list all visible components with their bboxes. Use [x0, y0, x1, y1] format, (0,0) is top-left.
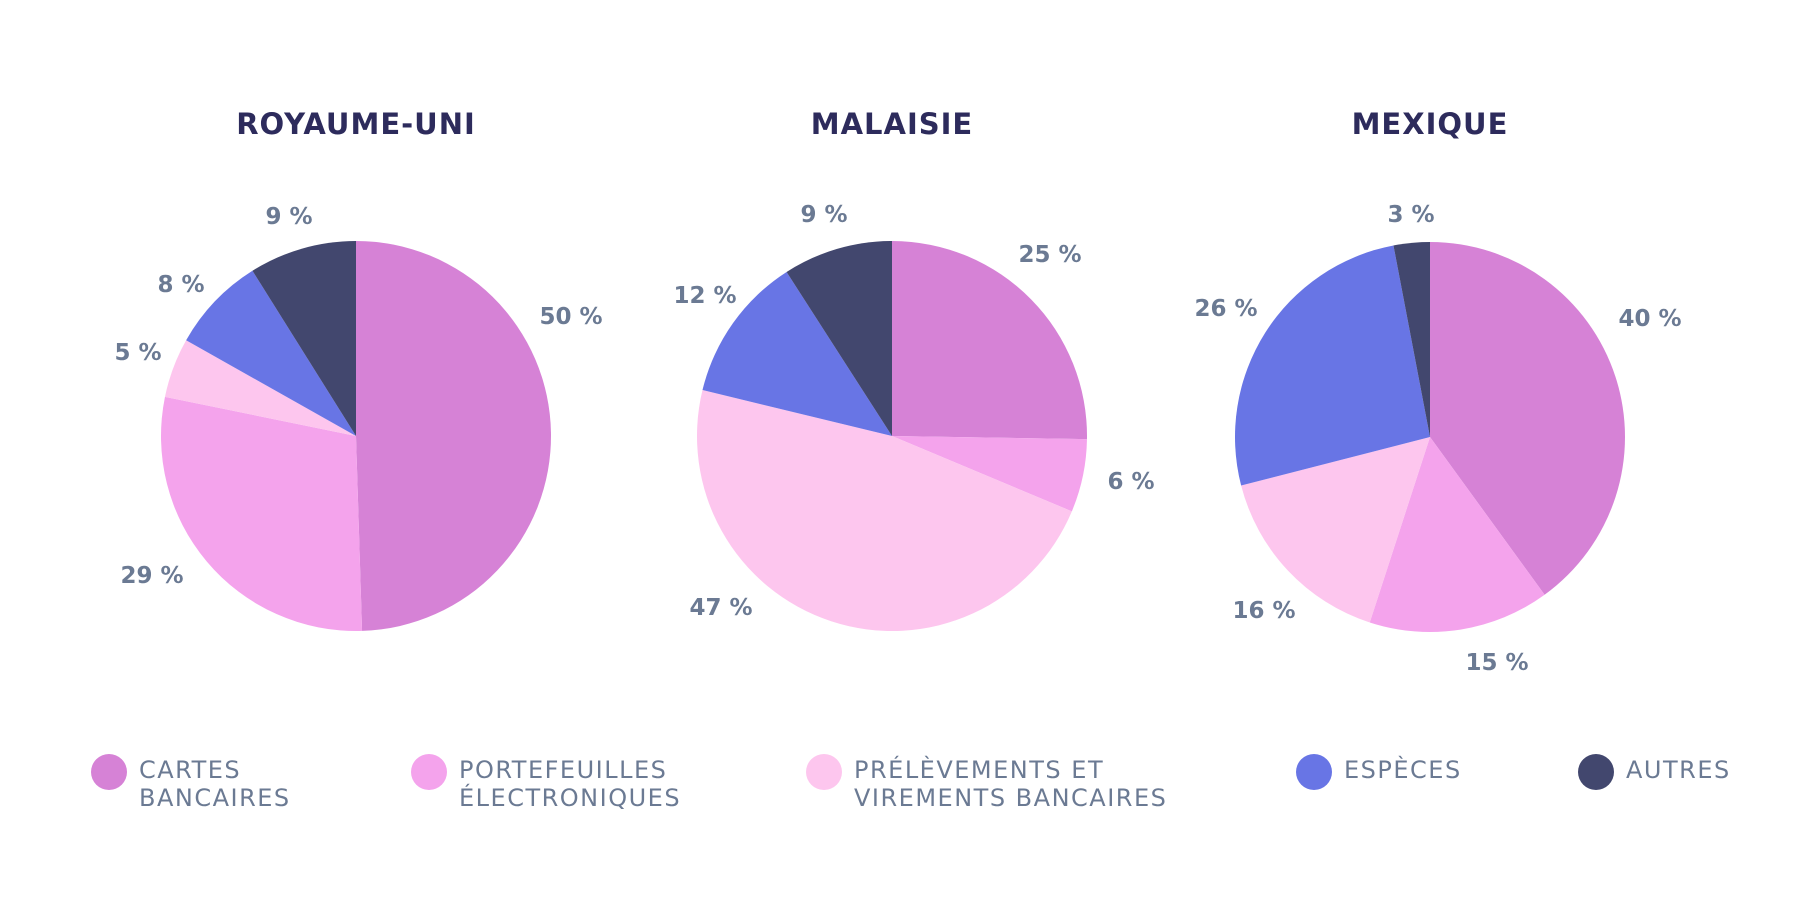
data-label-portefeuilles: 15 % [1465, 650, 1528, 676]
pie-slice-portefeuilles [892, 436, 1087, 512]
pie-chart-0: ROYAUME-UNI 50 % 29 % 5 % 8 % 9 % [114, 107, 603, 631]
legend-label: CARTES BANCAIRES [139, 756, 291, 812]
legend-swatch [411, 754, 447, 790]
pie-slice-portefeuilles [1369, 437, 1545, 632]
pie-chart-2: MEXIQUE 40 % 15 % 16 % 26 % 3 % [1194, 107, 1681, 676]
data-label-especes: 12 % [673, 283, 736, 309]
pie-slice-autres [252, 241, 356, 436]
data-label-autres: 9 % [265, 204, 312, 230]
pie-slice-cartes [356, 241, 552, 631]
data-label-cartes: 25 % [1018, 242, 1081, 268]
data-label-prelevements: 16 % [1232, 598, 1295, 624]
data-label-cartes: 40 % [1618, 306, 1681, 332]
pie-slice-especes [1235, 245, 1430, 486]
legend-label: PRÉLÈVEMENTS ET VIREMENTS BANCAIRES [854, 756, 1168, 812]
data-label-autres: 3 % [1387, 202, 1434, 228]
pie-slice-especes [186, 270, 356, 436]
data-label-especes: 26 % [1194, 296, 1257, 322]
legend-swatch [1578, 754, 1614, 790]
data-label-prelevements: 5 % [114, 340, 161, 366]
pie-slice-autres [786, 241, 892, 436]
pie-slice-portefeuilles [161, 396, 363, 631]
legend-label: PORTEFEUILLES ÉLECTRONIQUES [459, 756, 682, 812]
legend-swatch [91, 754, 127, 790]
legend-item-portefeuilles: PORTEFEUILLES ÉLECTRONIQUES [411, 754, 682, 812]
legend-swatch [1296, 754, 1332, 790]
pie-slice-cartes [1430, 242, 1626, 595]
chart-title: MEXIQUE [1352, 107, 1509, 141]
pie-chart-1: MALAISIE 25 % 6 % 47 % 12 % 9 % [673, 107, 1155, 632]
pie-slice-prelevements [1241, 437, 1430, 623]
pie-slice-prelevements [696, 390, 1072, 632]
legend-item-prelevements: PRÉLÈVEMENTS ET VIREMENTS BANCAIRES [806, 754, 1168, 812]
chart-title: MALAISIE [811, 107, 974, 141]
legend-item-autres: AUTRES [1578, 754, 1731, 790]
data-label-portefeuilles: 6 % [1107, 469, 1154, 495]
legend-item-cartes: CARTES BANCAIRES [91, 754, 291, 812]
pie-slice-cartes [892, 241, 1087, 440]
data-label-especes: 8 % [157, 272, 204, 298]
pie-slice-autres [1393, 242, 1430, 437]
legend-label: ESPÈCES [1344, 756, 1462, 784]
pie-slice-especes [702, 271, 892, 436]
legend-item-especes: ESPÈCES [1296, 754, 1462, 790]
legend-label: AUTRES [1626, 756, 1731, 784]
data-label-portefeuilles: 29 % [120, 563, 183, 589]
pie-slice-prelevements [164, 340, 356, 436]
data-label-autres: 9 % [800, 202, 847, 228]
data-label-prelevements: 47 % [689, 595, 752, 621]
chart-title: ROYAUME-UNI [236, 107, 476, 141]
data-label-cartes: 50 % [539, 304, 602, 330]
legend-swatch [806, 754, 842, 790]
